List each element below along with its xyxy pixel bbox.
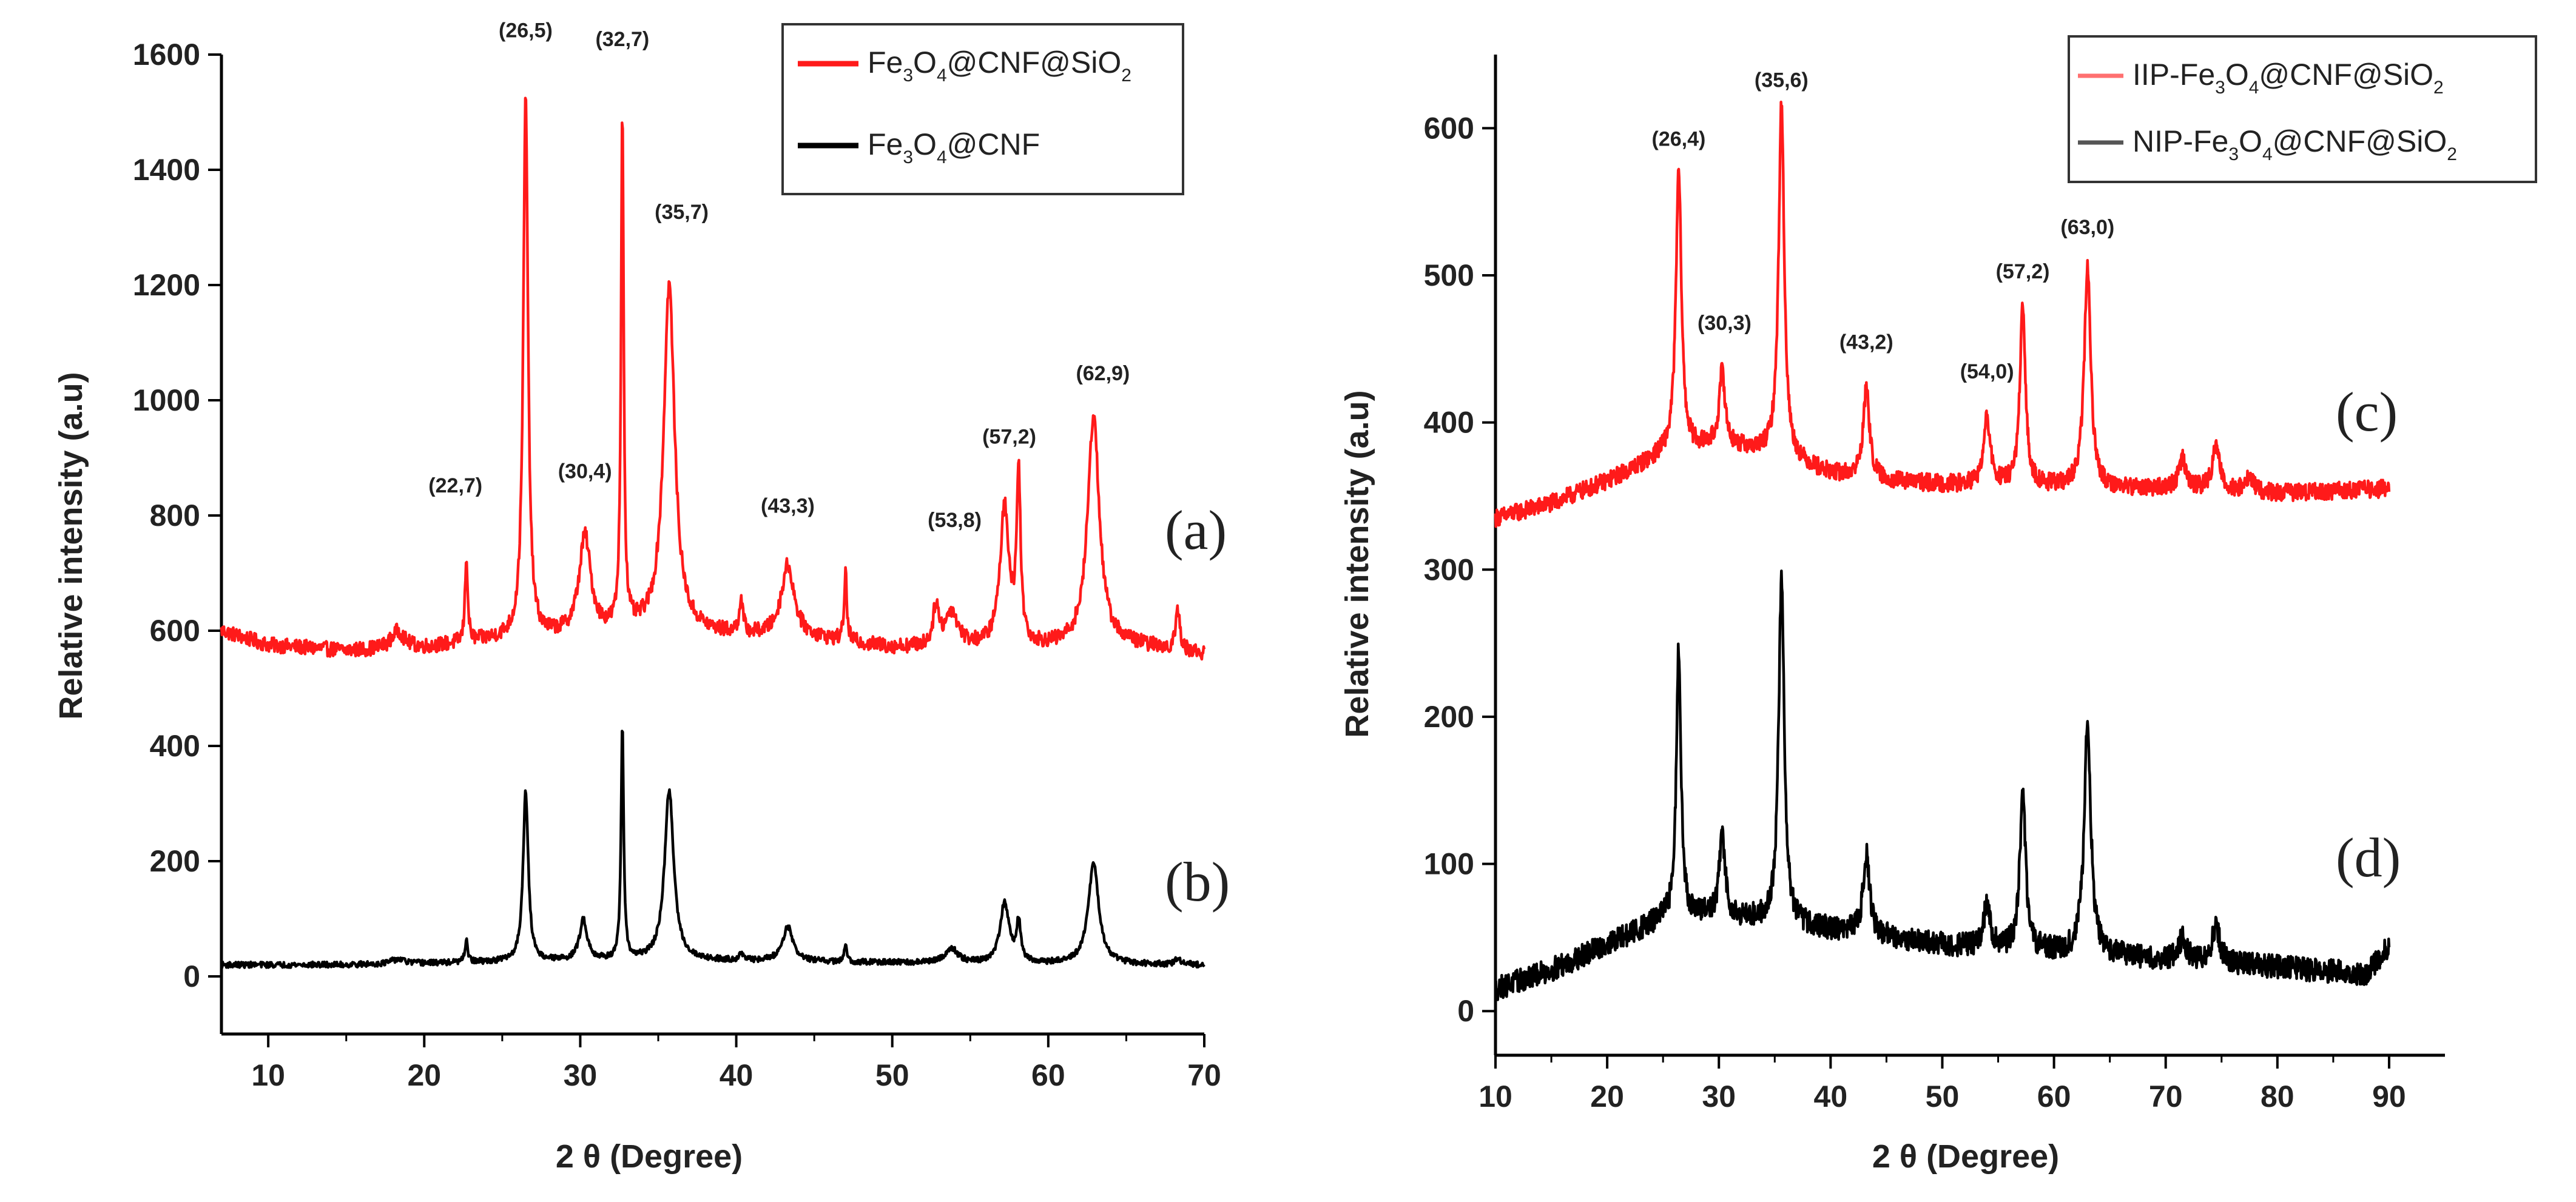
y-tick-label: 200 xyxy=(1424,700,1474,734)
panel-tag-a: (a) xyxy=(1165,499,1227,561)
peak-label: (26,4) xyxy=(1652,127,1706,150)
right-axes: 10 20 30 40 50 60 70 80 90 0 100 200 300 400 500 600 xyxy=(1424,55,2445,1113)
legend-entry-fe3o4-cnf-sio2: Fe3O4@CNF@SiO2 xyxy=(798,45,1131,86)
series-line-fe3o4-cnf-sio2 xyxy=(220,96,1206,661)
x-tick-label: 80 xyxy=(2261,1079,2294,1113)
x-tick-label: 30 xyxy=(564,1058,598,1092)
y-tick-label: 600 xyxy=(150,614,200,648)
series-line-iip-fe3o4-cnf-sio2 xyxy=(1494,100,2391,528)
peak-label: (32,7) xyxy=(595,28,649,51)
x-tick-label: 90 xyxy=(2372,1079,2406,1113)
left-series-group xyxy=(220,96,1206,969)
right-legend: IIP-Fe3O4@CNF@SiO2 NIP-Fe3O4@CNF@SiO2 xyxy=(2068,35,2537,183)
right-peak-annotations: (26,4) (35,6) (30,3) (43,2) (54,0) (57,2) (63,… xyxy=(1652,69,2115,383)
x-tick-label: 40 xyxy=(720,1058,754,1092)
x-tick-label: 10 xyxy=(251,1058,285,1092)
series-line-fe3o4-cnf xyxy=(220,730,1205,969)
legend-label: Fe3O4@CNF@SiO2 xyxy=(868,45,1131,86)
panel-tag-c: (c) xyxy=(2336,381,2398,443)
y-tick-label: 1400 xyxy=(133,153,200,187)
peak-label: (30,4) xyxy=(558,460,612,483)
x-tick-label: 60 xyxy=(2037,1079,2071,1113)
y-tick-label: 400 xyxy=(1424,406,1474,440)
y-tick-label: 500 xyxy=(1424,258,1474,292)
y-tick-label: 1200 xyxy=(133,268,200,302)
y-tick-label: 1600 xyxy=(133,38,200,72)
right-xrd-panel: 10 20 30 40 50 60 70 80 90 0 100 200 300 400 500 600 (2… xyxy=(1339,35,2537,1175)
left-x-axis-title: 2 θ (Degree) xyxy=(556,1138,743,1175)
x-tick-label: 70 xyxy=(1187,1058,1221,1092)
peak-label: (57,2) xyxy=(982,425,1036,448)
peak-label: (62,9) xyxy=(1076,362,1130,385)
y-tick-label: 300 xyxy=(1424,552,1474,586)
legend-entry-fe3o4-cnf: Fe3O4@CNF xyxy=(798,127,1040,167)
right-x-axis-title: 2 θ (Degree) xyxy=(1872,1138,2059,1175)
left-xrd-panel: 10 20 30 40 50 60 70 0 200 400 600 800 1000 1200 1400 1… xyxy=(53,19,1230,1175)
x-tick-label: 20 xyxy=(1590,1079,1624,1113)
x-tick-label: 20 xyxy=(407,1058,441,1092)
peak-label: (43,3) xyxy=(761,494,815,517)
legend-entry-nip: NIP-Fe3O4@CNF@SiO2 xyxy=(2078,124,2457,164)
peak-label: (57,2) xyxy=(1996,260,2050,283)
peak-label: (22,7) xyxy=(428,474,482,497)
panel-tag-d: (d) xyxy=(2336,827,2401,888)
x-tick-label: 70 xyxy=(2149,1079,2183,1113)
peak-label: (53,8) xyxy=(928,509,982,532)
peak-label: (30,3) xyxy=(1698,312,1752,335)
legend-label: NIP-Fe3O4@CNF@SiO2 xyxy=(2133,124,2457,164)
x-tick-label: 30 xyxy=(1702,1079,1736,1113)
peak-label: (35,7) xyxy=(655,201,709,224)
left-axes: 10 20 30 40 50 60 70 0 200 400 600 800 1000 1200 1400 1… xyxy=(133,38,1221,1092)
x-tick-label: 50 xyxy=(875,1058,909,1092)
peak-label: (54,0) xyxy=(1960,360,2014,383)
x-tick-label: 10 xyxy=(1479,1079,1512,1113)
y-tick-label: 200 xyxy=(150,844,200,878)
peak-label: (43,2) xyxy=(1839,331,1893,354)
panel-tag-b: (b) xyxy=(1165,851,1230,913)
y-tick-label: 600 xyxy=(1424,111,1474,145)
y-tick-label: 0 xyxy=(1457,994,1474,1028)
y-tick-label: 800 xyxy=(150,499,200,532)
peak-label: (35,6) xyxy=(1755,69,1809,92)
x-tick-label: 60 xyxy=(1031,1058,1065,1092)
peak-label: (63,0) xyxy=(2060,216,2114,239)
y-tick-label: 100 xyxy=(1424,847,1474,881)
y-tick-label: 400 xyxy=(150,729,200,763)
peak-label: (26,5) xyxy=(499,19,553,42)
series-line-nip-fe3o4-cnf-sio2 xyxy=(1494,569,2391,1001)
right-y-axis-title: Relative intensity (a.u) xyxy=(1339,390,1375,737)
legend-entry-iip: IIP-Fe3O4@CNF@SiO2 xyxy=(2078,58,2444,98)
legend-label: IIP-Fe3O4@CNF@SiO2 xyxy=(2133,58,2444,98)
left-legend: Fe3O4@CNF@SiO2 Fe3O4@CNF xyxy=(781,23,1184,195)
left-y-axis-title: Relative intensity (a.u) xyxy=(53,372,89,719)
left-peak-annotations: (26,5) (32,7) (35,7) (30,4) (22,7) (43,3) (53,… xyxy=(428,19,1130,532)
y-tick-label: 0 xyxy=(183,959,200,993)
legend-label: Fe3O4@CNF xyxy=(868,127,1040,167)
x-tick-label: 40 xyxy=(1814,1079,1848,1113)
y-tick-label: 1000 xyxy=(133,383,200,417)
right-series-group xyxy=(1494,100,2391,1001)
x-tick-label: 50 xyxy=(1926,1079,1960,1113)
